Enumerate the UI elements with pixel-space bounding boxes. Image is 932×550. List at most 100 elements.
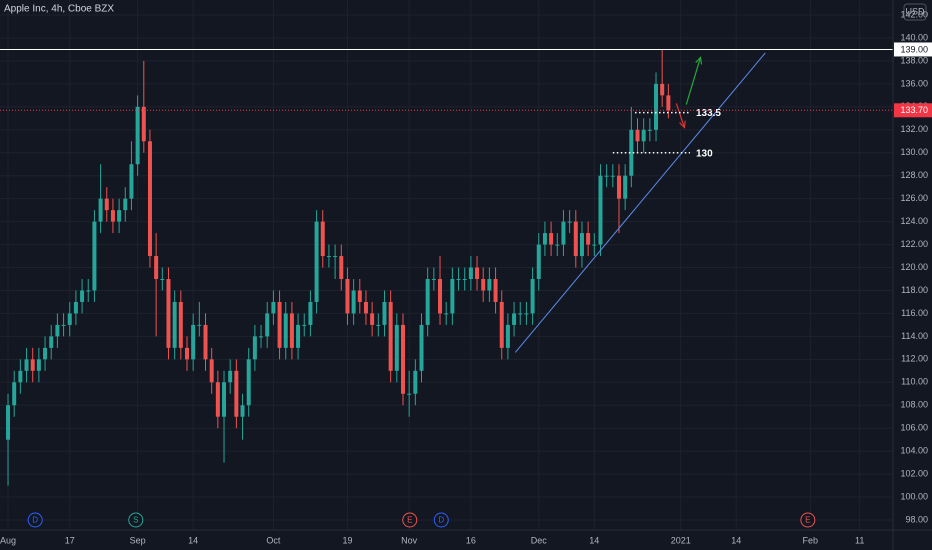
- drawn-level-label: 130: [696, 148, 713, 159]
- candle-body: [641, 129, 646, 142]
- candle-body: [635, 129, 640, 142]
- candle-body: [191, 324, 196, 360]
- candle-body: [24, 359, 29, 371]
- candle-body: [265, 313, 270, 337]
- y-tick-label: 98.00: [905, 514, 928, 524]
- candle-body: [512, 313, 517, 325]
- candle-body: [438, 279, 443, 314]
- event-label: D: [32, 516, 38, 525]
- candle-body: [444, 313, 449, 315]
- candle-body: [160, 279, 165, 281]
- candle-body: [104, 198, 109, 211]
- candle-body: [419, 324, 424, 371]
- x-tick-label: 14: [589, 535, 599, 545]
- candle-body: [586, 233, 591, 245]
- y-tick-label: 102.00: [900, 468, 928, 478]
- candle-body: [178, 301, 183, 348]
- arrow-line: [685, 57, 702, 105]
- candle-body: [80, 290, 85, 302]
- arrow-head: [679, 120, 686, 129]
- candle-body: [499, 301, 504, 348]
- candle-body: [283, 313, 288, 348]
- x-tick-label: 16: [466, 535, 476, 545]
- candle-body: [573, 221, 578, 257]
- candle-body: [296, 324, 301, 348]
- event-label: S: [133, 516, 138, 525]
- candle-body: [184, 347, 189, 360]
- candle-body: [228, 370, 233, 383]
- candle-body: [86, 290, 91, 292]
- candle-body: [308, 301, 313, 325]
- y-tick-label: 140.00: [900, 32, 928, 42]
- candle-body: [271, 301, 276, 314]
- candle-body: [567, 221, 572, 223]
- candle-body: [666, 95, 671, 111]
- candle-body: [400, 324, 405, 394]
- candle-body: [209, 359, 214, 383]
- candle-body: [49, 336, 54, 348]
- candle-body: [12, 382, 17, 406]
- candle-body: [98, 198, 103, 222]
- currency-box[interactable]: [903, 3, 927, 21]
- event-marker: [800, 512, 816, 528]
- event-marker: [433, 512, 449, 528]
- currency[interactable]: USD: [905, 6, 925, 16]
- y-tick-label: 136.00: [900, 78, 928, 88]
- candle-body: [549, 233, 554, 245]
- candle-body: [604, 175, 609, 177]
- event-marker: [402, 512, 418, 528]
- chart-title: Apple Inc, 4h, Cboe BZX: [4, 4, 114, 15]
- candle-body: [203, 324, 208, 360]
- y-tick-label: 124.00: [900, 216, 928, 226]
- event-marker: [128, 512, 144, 528]
- candle-body: [154, 256, 159, 280]
- candle-body: [431, 279, 436, 281]
- candle-body: [302, 324, 307, 326]
- y-tick-label: 120.00: [900, 262, 928, 272]
- y-tick-label: 126.00: [900, 193, 928, 203]
- candle-body: [382, 301, 387, 325]
- x-tick-label: Dec: [531, 535, 548, 545]
- candle-body: [333, 256, 338, 258]
- candle-body: [518, 313, 523, 315]
- y-tick-label: 118.00: [901, 285, 928, 295]
- trendline: [514, 52, 766, 353]
- x-tick-label: 14: [731, 535, 741, 545]
- candle-body: [92, 221, 97, 291]
- candle-body: [598, 175, 603, 245]
- candle-body: [166, 279, 171, 348]
- price-level-label: 133.70: [900, 105, 928, 115]
- candle-body: [370, 313, 375, 325]
- candle-body: [505, 324, 510, 348]
- candle-body: [240, 405, 245, 417]
- candle-body: [425, 279, 430, 325]
- candle-body: [110, 210, 115, 222]
- x-tick-label: 17: [65, 535, 75, 545]
- candle-body: [234, 370, 239, 417]
- candle-body: [129, 164, 134, 199]
- candle-body: [487, 279, 492, 291]
- arrow-head: [695, 56, 703, 65]
- x-tick-label: Oct: [266, 535, 281, 545]
- candle-body: [197, 324, 202, 326]
- candle-body: [536, 244, 541, 280]
- candle-body: [147, 141, 152, 257]
- x-tick-label: Feb: [803, 535, 819, 545]
- y-tick-label: 114.00: [901, 331, 928, 341]
- candle-body: [289, 313, 294, 348]
- candle-body: [339, 256, 344, 280]
- x-tick-label: 14: [188, 535, 198, 545]
- x-tick-label: Nov: [401, 535, 418, 545]
- arrow-line: [675, 103, 685, 128]
- candle-body: [555, 244, 560, 246]
- candle-body: [493, 279, 498, 302]
- y-tick-label: 142.00: [900, 9, 928, 19]
- candle-body: [660, 83, 665, 96]
- candle-body: [123, 198, 128, 211]
- candle-body: [450, 279, 455, 314]
- candle-body: [592, 244, 597, 246]
- candle-body: [320, 221, 325, 257]
- candle-body: [561, 221, 566, 245]
- x-tick-label: 2021: [671, 535, 691, 545]
